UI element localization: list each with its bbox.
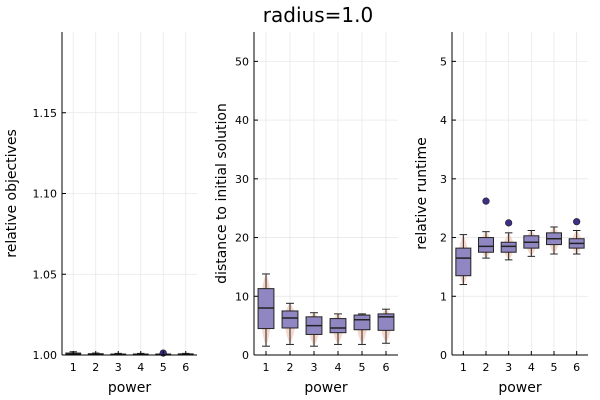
box-group-3 [305,312,323,347]
y-tick-label: 20 [235,232,249,245]
y-tick-label: 1 [440,290,447,303]
x-tick-label: 4 [137,361,144,374]
x-tick-label: 5 [551,361,558,374]
box-group-6 [568,218,585,255]
box-group-1 [257,273,275,347]
box-group-2 [281,302,299,345]
y-tick-label: 2 [440,232,447,245]
box-group-5 [353,313,371,345]
x-tick-label: 2 [287,361,294,374]
y-tick-label: 40 [235,114,249,127]
y-axis-label: relative runtime [414,137,430,249]
y-tick-label: 5 [440,55,447,68]
box-iqr [478,237,494,253]
x-tick-label: 1 [460,361,467,374]
box-group-6 [377,308,395,344]
box-iqr [500,241,517,253]
x-tick-label: 3 [115,361,122,374]
x-tick-label: 3 [311,361,318,374]
chart-title: radius=1.0 [263,3,373,27]
x-axis-label: power [498,380,542,396]
x-tick-label: 5 [359,361,366,374]
y-tick-label: 30 [235,173,249,186]
box-group-4 [523,229,540,257]
x-tick-label: 4 [528,361,535,374]
y-tick-label: 1.05 [33,268,58,281]
x-axis-label: power [304,380,348,396]
y-tick-label: 3 [440,173,447,186]
box-group-1 [455,234,472,286]
box-group-3 [500,219,517,261]
x-tick-label: 6 [383,361,390,374]
box-iqr [329,318,347,334]
x-tick-label: 1 [70,361,77,374]
x-tick-label: 6 [573,361,580,374]
box-group-5 [546,226,562,255]
panels: 1.00 1.05 1.10 1.15 1 2 3 4 5 6 power relative obje… [4,32,588,396]
outlier-point [573,218,581,226]
box-iqr [455,247,472,277]
x-axis-label: power [108,380,152,396]
panel-1: 1.00 1.05 1.10 1.15 1 2 3 4 5 6 power relative obje… [4,32,197,396]
y-tick-label: 0 [242,349,249,362]
x-tick-label: 4 [335,361,342,374]
panel-2: 0 10 20 30 40 50 1 2 3 4 5 6 power distance to initia… [214,32,398,396]
y-tick-label: 1.10 [33,188,58,201]
x-tick-label: 5 [160,361,167,374]
outlier-point [482,197,490,205]
y-axis-label: relative objectives [4,129,20,257]
box-group-4 [329,313,347,345]
x-tick-label: 1 [263,361,270,374]
box-iqr [281,310,299,329]
y-tick-label: 0 [440,349,447,362]
x-tick-label: 2 [92,361,99,374]
outlier-point [505,219,513,227]
y-tick-label: 1.00 [33,349,58,362]
x-tick-label: 3 [505,361,512,374]
box-iqr [353,314,371,331]
y-tick-label: 1.15 [33,107,58,120]
y-tick-label: 4 [440,114,447,127]
box-iqr [377,313,395,331]
box-group-2 [478,197,494,259]
x-tick-label: 6 [182,361,189,374]
y-tick-label: 10 [235,290,249,303]
y-axis-label: distance to initial solution [214,103,230,284]
x-tick-label: 2 [483,361,490,374]
y-tick-label: 50 [235,55,249,68]
